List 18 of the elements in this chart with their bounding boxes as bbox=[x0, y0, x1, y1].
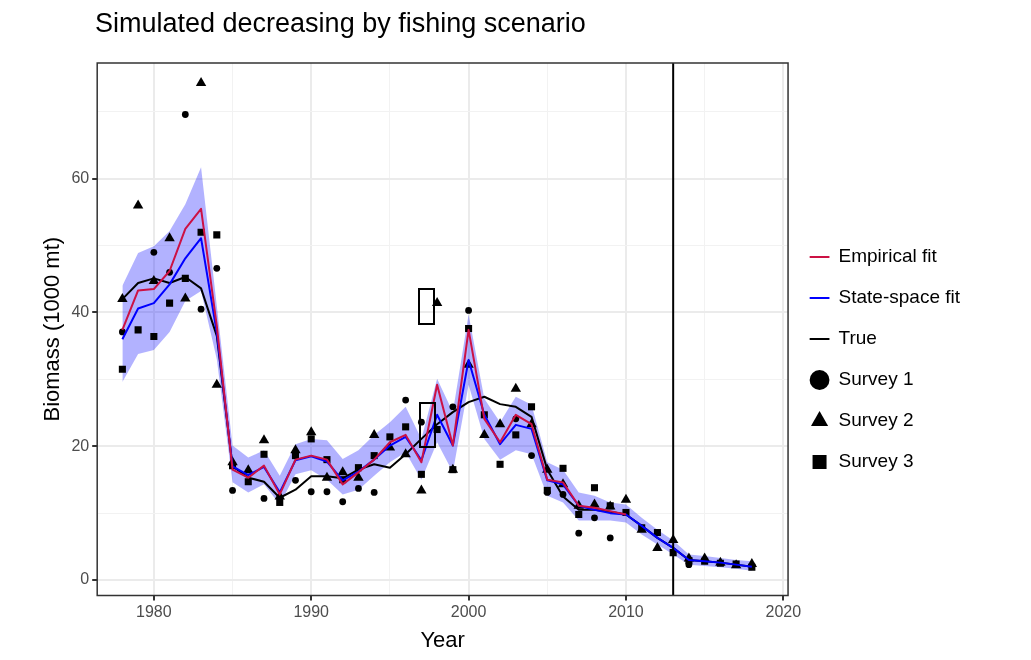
y-tick-label: 0 bbox=[80, 570, 90, 588]
legend-label: Survey 2 bbox=[838, 409, 914, 431]
x-tick-label: 2010 bbox=[608, 603, 644, 621]
chart-title: Simulated decreasing by fishing scenario bbox=[95, 8, 586, 39]
y-tick-label: 20 bbox=[71, 436, 90, 454]
x-tick-label: 1980 bbox=[136, 603, 172, 621]
y-axis-title: Biomass (1000 mt) bbox=[39, 236, 65, 422]
legend-label: State-space fit bbox=[838, 286, 961, 308]
y-tick-label: 40 bbox=[71, 302, 90, 320]
legend-label: Empirical fit bbox=[838, 245, 938, 267]
y-tick-label: 60 bbox=[71, 169, 90, 187]
x-tick-label: 2020 bbox=[765, 603, 802, 621]
x-axis-title: Year bbox=[420, 626, 465, 652]
x-tick-label: 2000 bbox=[450, 603, 487, 621]
legend-label: True bbox=[838, 327, 877, 349]
legend-label: Survey 1 bbox=[838, 368, 914, 390]
x-tick-label: 1990 bbox=[293, 603, 330, 621]
legend-label: Survey 3 bbox=[838, 450, 914, 472]
